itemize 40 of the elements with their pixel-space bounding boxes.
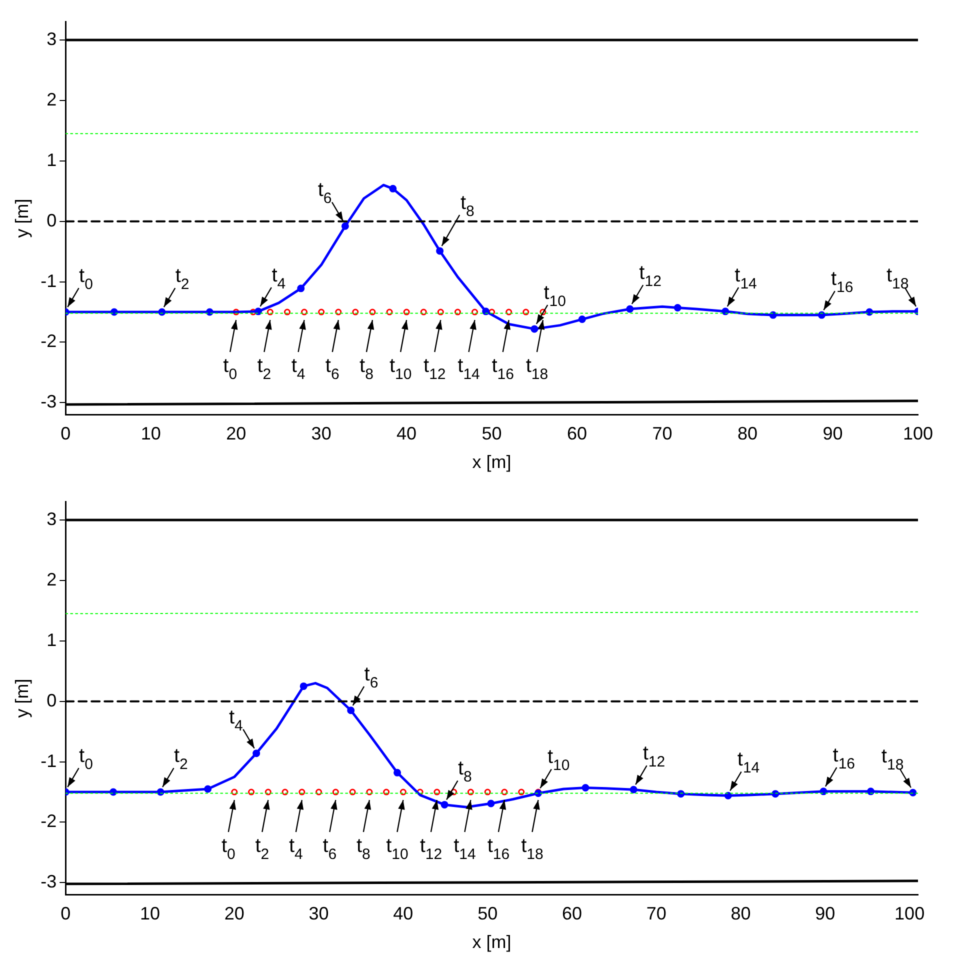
- x-tick-label: 20: [224, 904, 244, 924]
- y-axis-title: y [m]: [12, 678, 32, 718]
- y-tick-label: -1: [40, 270, 57, 291]
- y-tick-label: 3: [46, 508, 57, 529]
- x-tick-label: 40: [393, 904, 414, 924]
- x-tick-label: 50: [482, 424, 502, 444]
- x-tick-label: 100: [894, 904, 925, 924]
- x-tick-label: 0: [60, 424, 71, 444]
- y-tick-label: -3: [40, 872, 57, 892]
- x-axis-title: x [m]: [472, 932, 512, 952]
- x-tick-label: 70: [652, 424, 672, 444]
- x-tick-label: 80: [730, 904, 751, 924]
- x-tick-label: 100: [902, 424, 934, 444]
- x-tick-label: 30: [308, 904, 329, 924]
- y-tick-label: -1: [40, 750, 57, 771]
- y-tick-label: 2: [46, 89, 57, 110]
- y-tick-label: -2: [40, 331, 57, 352]
- y-tick-label: 3: [46, 28, 57, 49]
- x-tick-label: 90: [822, 424, 843, 444]
- x-tick-label: 90: [815, 904, 836, 924]
- x-tick-label: 60: [567, 424, 588, 444]
- y-tick-label: -2: [40, 811, 57, 832]
- y-tick-label: 1: [46, 630, 57, 650]
- x-tick-label: 20: [226, 424, 246, 444]
- x-tick-label: 50: [478, 904, 498, 924]
- y-tick-label: 0: [46, 210, 57, 230]
- x-tick-label: 30: [311, 424, 332, 444]
- y-tick-label: 2: [46, 569, 57, 590]
- x-tick-label: 0: [60, 904, 71, 924]
- y-tick-label: -3: [40, 392, 57, 412]
- y-tick-label: 0: [46, 690, 57, 710]
- x-tick-label: 10: [140, 904, 160, 924]
- y-tick-label: 1: [46, 150, 57, 170]
- x-tick-label: 10: [140, 424, 161, 444]
- x-tick-label: 40: [396, 424, 417, 444]
- x-axis-title: x [m]: [472, 452, 512, 472]
- x-tick-label: 80: [738, 424, 758, 444]
- x-tick-label: 70: [646, 904, 666, 924]
- y-axis-title: y [m]: [12, 198, 32, 238]
- x-tick-label: 60: [562, 904, 582, 924]
